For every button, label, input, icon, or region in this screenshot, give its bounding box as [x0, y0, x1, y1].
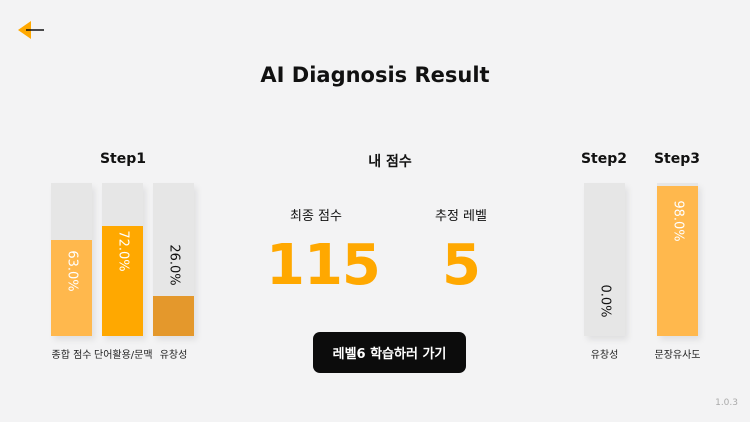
step1-bar-fluency-value: 26.0%	[166, 244, 181, 286]
page-title: AI Diagnosis Result	[260, 63, 490, 87]
step2-title: Step2	[580, 151, 628, 167]
step3-bar-similarity-fill	[657, 186, 698, 336]
back-arrow-icon	[18, 21, 44, 39]
step1-title: Step1	[99, 151, 147, 167]
step2-bar-fluency-label: 유창성	[590, 350, 619, 361]
step1-bar-word-usage-value: 72.0%	[115, 230, 130, 272]
estimated-level-value: 5	[442, 233, 481, 298]
final-score-value: 115	[266, 233, 381, 298]
step1-bar-word-usage: 72.0%	[102, 183, 143, 336]
final-score-label: 최종 점수	[290, 209, 342, 224]
step1-bar-overall: 63.0%	[51, 183, 92, 336]
step3-bar-similarity: 98.0%	[657, 183, 698, 336]
step1-bar-overall-value: 63.0%	[64, 250, 79, 292]
step1-bar-fluency-fill	[153, 296, 194, 336]
back-button[interactable]	[16, 18, 46, 42]
estimated-level-label: 추정 레벨	[435, 209, 487, 224]
step1-bar-fluency: 26.0%	[153, 183, 194, 336]
my-score-title: 내 점수	[368, 154, 412, 170]
step3-title: Step3	[653, 151, 701, 167]
step1-bar-word-usage-label: 단어활용/문맥	[94, 350, 153, 361]
step3-bar-similarity-value: 98.0%	[670, 200, 685, 242]
step1-bar-word-usage-fill	[102, 225, 143, 336]
step1-bar-overall-label: 종합 점수	[51, 350, 92, 361]
study-level-button[interactable]: 레벨6 학습하러 가기	[313, 332, 466, 373]
version-label: 1.0.3	[715, 398, 738, 408]
step1-bar-fluency-label: 유창성	[159, 350, 188, 361]
step3-bar-similarity-label: 문장유사도	[654, 350, 701, 361]
step2-bar-fluency-value: 0.0%	[597, 284, 612, 318]
step2-bar-fluency: 0.0%	[584, 183, 625, 336]
step1-bar-overall-fill	[51, 239, 92, 336]
